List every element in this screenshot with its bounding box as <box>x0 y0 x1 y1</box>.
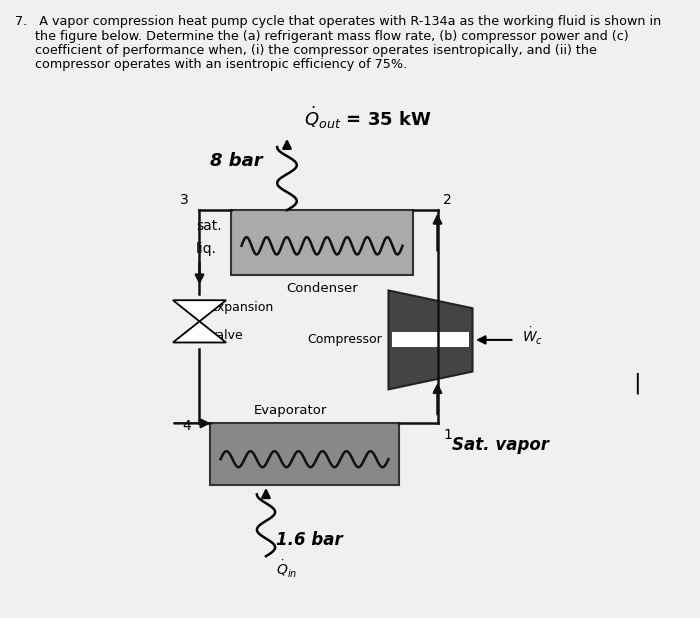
Text: |: | <box>634 373 640 394</box>
Text: 2: 2 <box>443 193 452 207</box>
Text: 8 bar: 8 bar <box>210 152 262 170</box>
Text: 7.   A vapor compression heat pump cycle that operates with R-134a as the workin: 7. A vapor compression heat pump cycle t… <box>15 15 661 28</box>
Text: 3: 3 <box>180 193 189 207</box>
Text: $\dot{Q}_{in}$: $\dot{Q}_{in}$ <box>276 559 298 580</box>
Polygon shape <box>173 321 226 342</box>
Text: liq.: liq. <box>196 242 217 256</box>
Polygon shape <box>389 290 473 389</box>
Text: $\dot{W}_c$: $\dot{W}_c$ <box>522 326 542 347</box>
Text: Expansion: Expansion <box>210 301 274 314</box>
Text: sat.: sat. <box>196 219 222 234</box>
Bar <box>231 210 413 275</box>
Polygon shape <box>173 300 226 321</box>
Text: coefficient of performance when, (i) the compressor operates isentropically, and: coefficient of performance when, (i) the… <box>15 44 597 57</box>
Text: 4: 4 <box>182 420 191 433</box>
Text: $\dot{Q}_{out}$ = 35 kW: $\dot{Q}_{out}$ = 35 kW <box>304 104 432 131</box>
Text: Condenser: Condenser <box>286 282 358 295</box>
Bar <box>392 332 469 347</box>
Text: the figure below. Determine the (a) refrigerant mass flow rate, (b) compressor p: the figure below. Determine the (a) refr… <box>15 30 629 43</box>
Text: Compressor: Compressor <box>307 333 382 347</box>
Text: valve: valve <box>210 329 244 342</box>
Bar <box>210 423 399 485</box>
Text: 1.6 bar: 1.6 bar <box>276 531 343 549</box>
Text: 1: 1 <box>443 428 452 442</box>
Text: Evaporator: Evaporator <box>254 404 327 417</box>
Text: compressor operates with an isentropic efficiency of 75%.: compressor operates with an isentropic e… <box>15 58 407 71</box>
Text: Sat. vapor: Sat. vapor <box>452 436 549 454</box>
